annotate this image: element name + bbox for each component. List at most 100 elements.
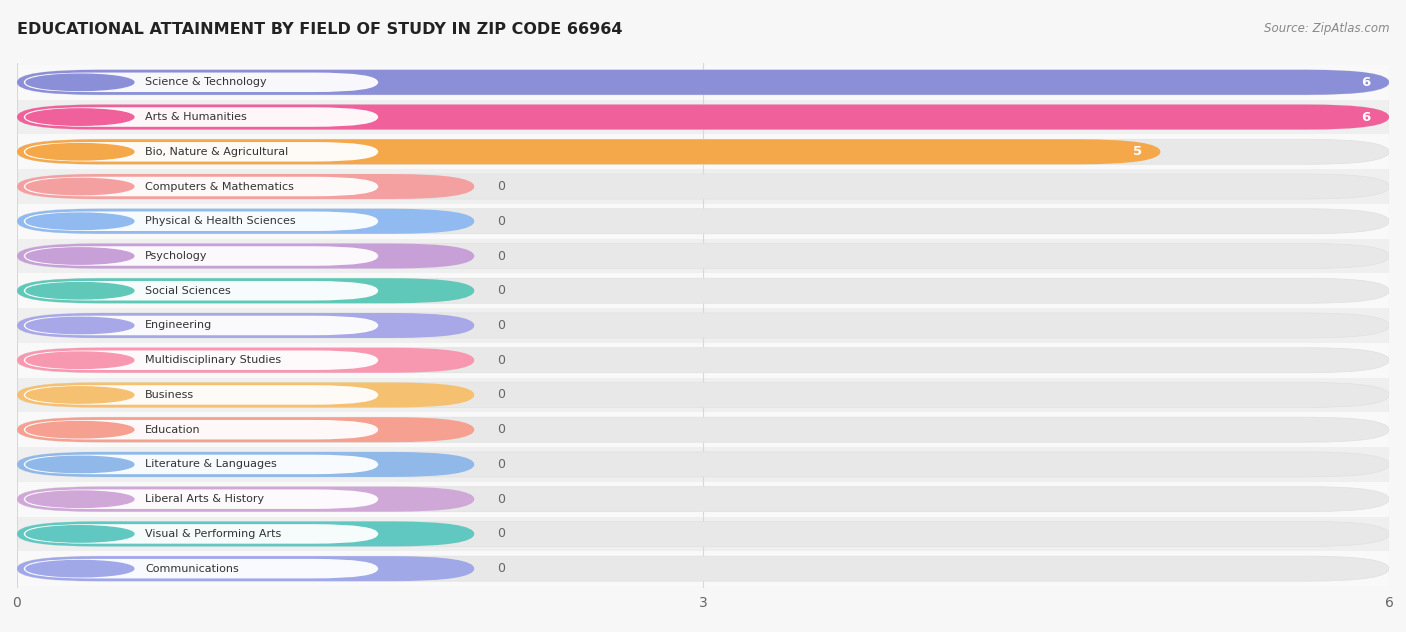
Circle shape — [27, 422, 134, 438]
Text: Communications: Communications — [145, 564, 239, 574]
FancyBboxPatch shape — [24, 107, 378, 127]
Text: 0: 0 — [498, 215, 505, 228]
FancyBboxPatch shape — [24, 524, 378, 544]
Text: Social Sciences: Social Sciences — [145, 286, 231, 296]
Bar — [17, 482, 1389, 516]
Bar — [17, 65, 1389, 100]
Circle shape — [27, 74, 134, 90]
Text: 0: 0 — [498, 528, 505, 540]
FancyBboxPatch shape — [24, 177, 378, 197]
FancyBboxPatch shape — [24, 489, 378, 509]
FancyBboxPatch shape — [24, 281, 378, 300]
Bar — [17, 169, 1389, 204]
Text: 0: 0 — [498, 180, 505, 193]
Bar — [17, 516, 1389, 551]
FancyBboxPatch shape — [17, 278, 474, 303]
FancyBboxPatch shape — [24, 351, 378, 370]
FancyBboxPatch shape — [24, 73, 378, 92]
Bar — [17, 135, 1389, 169]
FancyBboxPatch shape — [17, 417, 474, 442]
Bar — [17, 447, 1389, 482]
FancyBboxPatch shape — [17, 382, 474, 408]
Text: EDUCATIONAL ATTAINMENT BY FIELD OF STUDY IN ZIP CODE 66964: EDUCATIONAL ATTAINMENT BY FIELD OF STUDY… — [17, 22, 623, 37]
Text: Liberal Arts & History: Liberal Arts & History — [145, 494, 264, 504]
Text: Bio, Nature & Agricultural: Bio, Nature & Agricultural — [145, 147, 288, 157]
Circle shape — [27, 352, 134, 368]
Bar — [17, 412, 1389, 447]
FancyBboxPatch shape — [24, 420, 378, 439]
FancyBboxPatch shape — [17, 556, 474, 581]
Bar — [17, 343, 1389, 377]
FancyBboxPatch shape — [17, 452, 1389, 477]
Bar — [17, 308, 1389, 343]
FancyBboxPatch shape — [17, 313, 1389, 338]
Text: Visual & Performing Arts: Visual & Performing Arts — [145, 529, 281, 539]
FancyBboxPatch shape — [17, 174, 474, 199]
FancyBboxPatch shape — [17, 521, 1389, 547]
Text: 0: 0 — [498, 284, 505, 297]
Bar — [17, 204, 1389, 239]
Text: Physical & Health Sciences: Physical & Health Sciences — [145, 216, 297, 226]
FancyBboxPatch shape — [17, 313, 474, 338]
Circle shape — [27, 561, 134, 577]
Circle shape — [27, 143, 134, 160]
FancyBboxPatch shape — [17, 487, 1389, 512]
FancyBboxPatch shape — [24, 454, 378, 474]
Text: Business: Business — [145, 390, 194, 400]
FancyBboxPatch shape — [17, 382, 1389, 408]
FancyBboxPatch shape — [17, 139, 1160, 164]
FancyBboxPatch shape — [24, 212, 378, 231]
Circle shape — [27, 387, 134, 403]
Text: 0: 0 — [498, 562, 505, 575]
Text: Arts & Humanities: Arts & Humanities — [145, 112, 247, 122]
Text: 0: 0 — [498, 493, 505, 506]
Text: Science & Technology: Science & Technology — [145, 77, 267, 87]
FancyBboxPatch shape — [17, 243, 1389, 269]
FancyBboxPatch shape — [17, 139, 1389, 164]
Text: Literature & Languages: Literature & Languages — [145, 459, 277, 470]
FancyBboxPatch shape — [24, 142, 378, 162]
FancyBboxPatch shape — [17, 556, 1389, 581]
FancyBboxPatch shape — [24, 246, 378, 266]
Circle shape — [27, 213, 134, 229]
FancyBboxPatch shape — [17, 348, 474, 373]
Text: 5: 5 — [1133, 145, 1142, 158]
Text: 0: 0 — [498, 319, 505, 332]
Text: Engineering: Engineering — [145, 320, 212, 331]
Bar — [17, 551, 1389, 586]
Circle shape — [27, 491, 134, 507]
Text: 6: 6 — [1361, 76, 1371, 89]
FancyBboxPatch shape — [17, 174, 1389, 199]
Text: 0: 0 — [498, 354, 505, 367]
Text: 6: 6 — [1361, 111, 1371, 123]
FancyBboxPatch shape — [24, 316, 378, 335]
FancyBboxPatch shape — [17, 104, 1389, 130]
Circle shape — [27, 526, 134, 542]
FancyBboxPatch shape — [17, 487, 474, 512]
FancyBboxPatch shape — [17, 104, 1389, 130]
FancyBboxPatch shape — [17, 348, 1389, 373]
Circle shape — [27, 248, 134, 264]
Circle shape — [27, 109, 134, 125]
Text: Multidisciplinary Studies: Multidisciplinary Studies — [145, 355, 281, 365]
Bar — [17, 274, 1389, 308]
FancyBboxPatch shape — [17, 452, 474, 477]
FancyBboxPatch shape — [17, 243, 474, 269]
FancyBboxPatch shape — [17, 417, 1389, 442]
FancyBboxPatch shape — [17, 70, 1389, 95]
Circle shape — [27, 456, 134, 473]
Text: Education: Education — [145, 425, 201, 435]
FancyBboxPatch shape — [17, 70, 1389, 95]
Text: 0: 0 — [498, 458, 505, 471]
FancyBboxPatch shape — [17, 209, 474, 234]
Bar — [17, 377, 1389, 412]
Text: 0: 0 — [498, 423, 505, 436]
FancyBboxPatch shape — [17, 278, 1389, 303]
Text: Source: ZipAtlas.com: Source: ZipAtlas.com — [1264, 22, 1389, 35]
Text: Computers & Mathematics: Computers & Mathematics — [145, 181, 294, 191]
Text: 0: 0 — [498, 250, 505, 262]
FancyBboxPatch shape — [17, 521, 474, 547]
Circle shape — [27, 283, 134, 299]
Bar — [17, 100, 1389, 135]
Circle shape — [27, 317, 134, 334]
